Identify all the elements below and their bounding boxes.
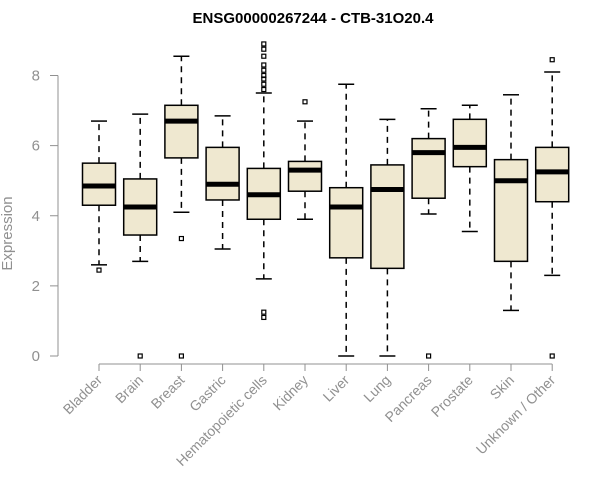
iqr-box (493, 158, 529, 263)
box-kidney (287, 99, 323, 221)
boxes-group (81, 41, 570, 359)
x-tick-label: Lung (360, 372, 393, 405)
box-hematopoietic-cells (246, 41, 282, 321)
y-tick-label: 0 (32, 348, 40, 365)
outlier-point (261, 53, 267, 59)
outlier-point (549, 353, 555, 359)
outlier-point (261, 81, 267, 87)
y-tick-label: 2 (32, 278, 40, 295)
box-skin (493, 94, 529, 312)
outlier-point (261, 314, 267, 321)
x-tick-label: Skin (487, 372, 518, 403)
box-prostate (452, 104, 488, 233)
iqr-box (452, 118, 488, 168)
x-tick-label: Prostate (428, 372, 476, 420)
box-brain (122, 113, 158, 359)
x-tick-label: Breast (148, 372, 188, 412)
iqr-box (534, 146, 570, 203)
y-axis-ticks: 0 2 4 6 8 (32, 68, 58, 365)
x-tick-label: Kidney (270, 372, 312, 414)
iqr-box (164, 104, 199, 159)
y-tick-label: 8 (32, 68, 40, 85)
outlier-point (178, 235, 184, 242)
x-tick-label: Bladder (60, 372, 106, 418)
outlier-point (261, 86, 267, 93)
outlier-point (96, 267, 102, 273)
outlier-point (261, 309, 267, 315)
outlier-point (178, 353, 184, 359)
box-unknown-other (534, 57, 570, 359)
box-bladder (81, 120, 117, 273)
iqr-box (370, 164, 405, 270)
outlier-point (549, 57, 555, 63)
y-tick-label: 4 (32, 208, 40, 225)
iqr-box (328, 186, 364, 259)
box-breast (164, 55, 199, 359)
iqr-box (205, 146, 240, 201)
box-lung (370, 118, 405, 357)
x-tick-label: Brain (112, 372, 146, 406)
box-pancreas (411, 108, 446, 359)
chart-title: ENSG00000267244 - CTB-31O20.4 (193, 10, 435, 27)
outlier-point (426, 353, 432, 359)
outlier-point (137, 353, 143, 359)
outlier-point (261, 46, 267, 52)
outlier-point (261, 62, 267, 68)
y-axis-label: Expression (0, 196, 16, 270)
outlier-point (261, 41, 267, 47)
outlier-point (302, 99, 308, 105)
outlier-point (261, 72, 267, 79)
box-gastric (205, 115, 240, 250)
iqr-box (287, 160, 323, 192)
iqr-box (411, 137, 446, 199)
box-liver (328, 83, 364, 357)
outlier-point (261, 67, 267, 73)
y-tick-label: 6 (32, 138, 40, 155)
x-tick-label: Liver (320, 372, 353, 405)
